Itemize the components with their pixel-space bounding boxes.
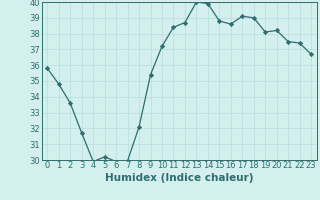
X-axis label: Humidex (Indice chaleur): Humidex (Indice chaleur)	[105, 173, 253, 183]
